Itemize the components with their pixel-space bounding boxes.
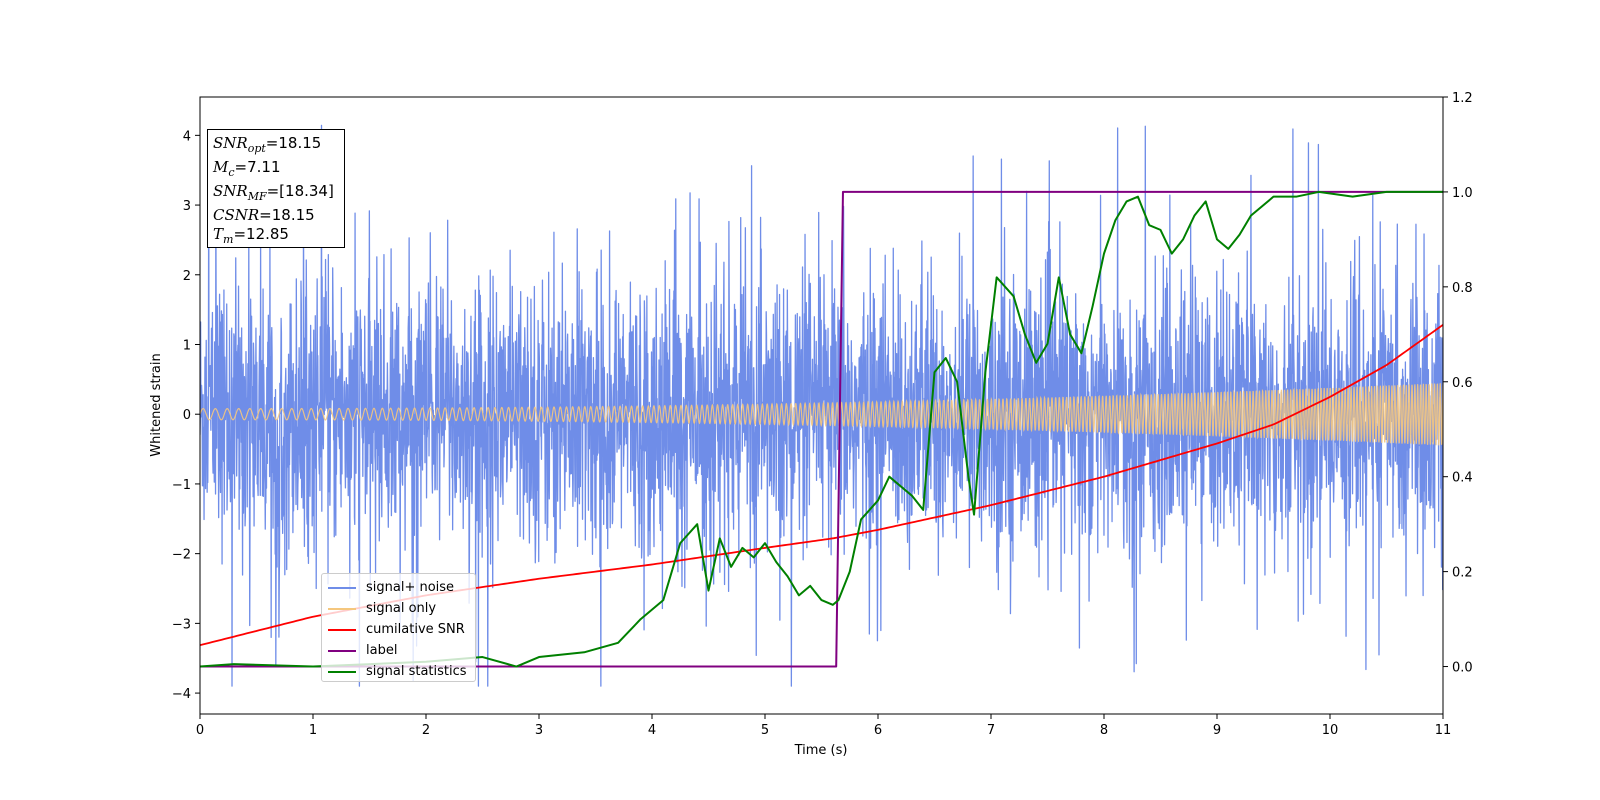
x-tick-label: 10 — [1322, 723, 1339, 738]
x-tick-label: 1 — [309, 723, 317, 738]
legend-swatch-cumulative-snr — [328, 628, 356, 631]
stat-mc: Mc=7.11 — [213, 158, 281, 179]
stat-mc-value: =7.11 — [234, 158, 281, 176]
series-signal-statistics-line — [200, 190, 1443, 668]
stat-csnr: CSNR=18.15 — [213, 206, 315, 224]
x-tick-label: 2 — [422, 723, 430, 738]
legend-item-signal-only: signal only — [328, 598, 469, 619]
y-tick-label-right: 0.6 — [1452, 376, 1473, 391]
stat-snr-mf: SNRMF=[18.34] — [213, 182, 334, 203]
legend-label: signal+ noise — [366, 580, 455, 595]
series-signal-noise-line — [200, 124, 1443, 687]
stat-snr-opt: SNRopt=18.15 — [213, 134, 322, 155]
x-tick-label: 6 — [874, 723, 882, 738]
legend-swatch-signal-only — [328, 607, 356, 610]
stat-tm-value: =12.85 — [233, 225, 289, 243]
y-tick-label-left: 4 — [183, 129, 191, 144]
plot-frame — [199, 96, 1444, 715]
y-tick-label-left: −2 — [172, 548, 191, 563]
y-tick-label-left: 3 — [183, 199, 191, 214]
stat-snr-mf-value: =[18.34] — [266, 182, 334, 200]
y-tick-label-right: 0.2 — [1452, 566, 1473, 581]
x-tick-label: 7 — [987, 723, 995, 738]
y-tick-label-right: 0.8 — [1452, 281, 1473, 296]
legend-label: signal statistics — [366, 664, 467, 679]
y-tick-label-left: 0 — [183, 408, 191, 423]
legend-item-signal-noise: signal+ noise — [328, 577, 469, 598]
x-tick-label: 4 — [648, 723, 656, 738]
x-tick-label: 9 — [1213, 723, 1221, 738]
y-tick-label-left: −4 — [172, 687, 191, 702]
x-tick-label: 11 — [1435, 723, 1452, 738]
x-tick-label: 0 — [196, 723, 204, 738]
stats-box: SNRopt=18.15 Mc=7.11 SNRMF=[18.34] CSNR=… — [207, 129, 345, 248]
legend-swatch-label — [328, 649, 356, 652]
legend-item-label: label — [328, 640, 469, 661]
y-tick-label-left: 1 — [183, 338, 191, 353]
y-tick-label-right: 0.0 — [1452, 661, 1473, 676]
stat-tm: Tm=12.85 — [213, 225, 289, 246]
x-axis-label: Time (s) — [794, 743, 848, 758]
series-signal-only-line — [200, 382, 1443, 446]
y-tick-label-right: 1.2 — [1452, 91, 1473, 106]
y-tick-label-right: 1.0 — [1452, 186, 1473, 201]
x-tick-label: 3 — [535, 723, 543, 738]
y-tick-label-left: −1 — [172, 478, 191, 493]
stat-csnr-value: =18.15 — [259, 206, 315, 224]
legend-label: cumilative SNR — [366, 622, 465, 637]
x-tick-label: 5 — [761, 723, 769, 738]
legend-item-cumulative-snr: cumilative SNR — [328, 619, 469, 640]
stat-snr-opt-value: =18.15 — [265, 134, 322, 152]
legend: signal+ noise signal only cumilative SNR… — [321, 573, 476, 682]
legend-swatch-signal-noise — [328, 586, 356, 589]
y-tick-label-left: 2 — [183, 269, 191, 284]
y-axis-label: Whitened strain — [149, 353, 164, 456]
y-tick-label-left: −3 — [172, 617, 191, 632]
legend-swatch-signal-statistics — [328, 670, 356, 673]
legend-label: signal only — [366, 601, 437, 616]
x-tick-label: 8 — [1100, 723, 1108, 738]
y-tick-label-right: 0.4 — [1452, 471, 1473, 486]
legend-item-signal-statistics: signal statistics — [328, 661, 469, 682]
legend-label: label — [366, 643, 398, 658]
